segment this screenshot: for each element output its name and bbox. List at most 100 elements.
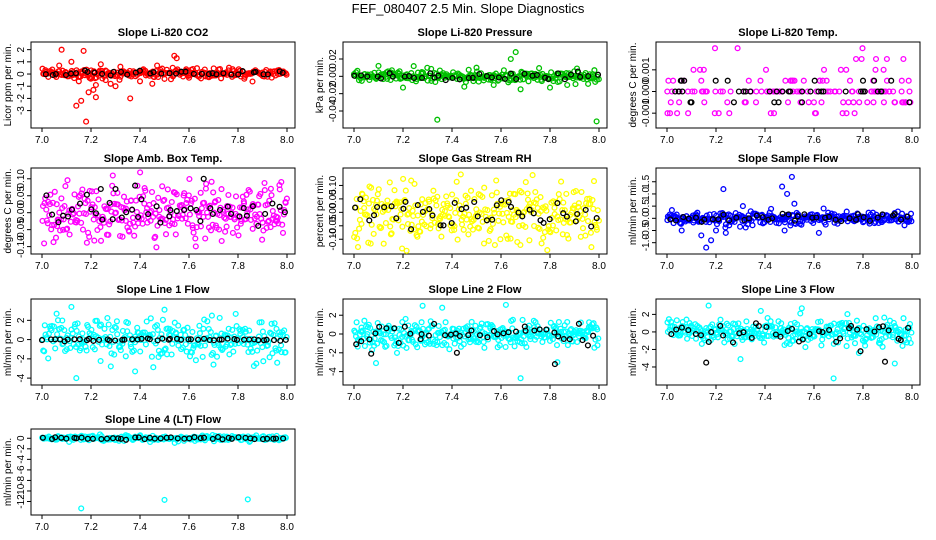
data-point bbox=[502, 343, 509, 351]
data-point bbox=[784, 190, 791, 197]
data-point bbox=[150, 364, 157, 371]
data-point bbox=[553, 342, 561, 349]
data-point bbox=[218, 186, 225, 193]
line-sample-point bbox=[742, 88, 749, 95]
line-sample-point bbox=[166, 213, 173, 220]
line-sample-point bbox=[807, 88, 814, 95]
data-point bbox=[109, 172, 116, 179]
data-point bbox=[870, 99, 877, 106]
line-sample-point bbox=[522, 327, 529, 334]
line-sample-point bbox=[730, 99, 737, 106]
data-point bbox=[215, 196, 222, 204]
data-point bbox=[582, 211, 589, 218]
data-point bbox=[91, 237, 98, 244]
data-point bbox=[45, 355, 52, 362]
data-point bbox=[800, 77, 807, 84]
line-sample-point bbox=[228, 71, 235, 78]
line-sample-point bbox=[141, 436, 148, 443]
line-sample-point bbox=[103, 435, 111, 442]
data-point bbox=[282, 349, 289, 356]
data-point bbox=[717, 316, 724, 323]
data-point bbox=[78, 190, 85, 197]
data-point bbox=[843, 208, 850, 215]
data-point bbox=[80, 47, 87, 54]
data-point bbox=[594, 207, 601, 214]
data-point bbox=[387, 223, 394, 230]
line-sample-point bbox=[400, 205, 407, 212]
y-tick-label: 0 bbox=[16, 435, 27, 441]
line-sample-point bbox=[753, 212, 760, 219]
data-point bbox=[518, 189, 525, 196]
data-point bbox=[593, 226, 600, 233]
line-sample-point bbox=[220, 70, 227, 77]
data-point bbox=[364, 331, 371, 338]
panel-title: Slope Li-820 Pressure bbox=[418, 27, 533, 39]
data-point bbox=[408, 177, 415, 184]
data-point bbox=[247, 345, 254, 352]
data-point bbox=[93, 317, 100, 324]
line-sample-point bbox=[546, 216, 553, 223]
line-sample-point bbox=[92, 210, 100, 217]
data-point bbox=[496, 210, 503, 217]
panel-8: Slope Line 2 Flow ml/min per min. 7.0 7.2 7.… bbox=[315, 284, 608, 403]
line-sample-point bbox=[200, 335, 208, 342]
data-point bbox=[136, 78, 144, 85]
line-sample-point bbox=[572, 218, 579, 225]
x-tick-label: 7.4 bbox=[758, 135, 772, 146]
y-axis-label: Licor ppm per min. bbox=[3, 44, 14, 127]
data-point bbox=[83, 118, 90, 125]
line-sample-point bbox=[260, 337, 267, 344]
line-sample-point bbox=[453, 349, 460, 356]
data-point bbox=[220, 206, 227, 213]
data-point bbox=[752, 99, 760, 106]
data-point bbox=[384, 197, 391, 204]
line-sample-point bbox=[720, 332, 727, 339]
panel-9: Slope Line 3 Flow ml/min per min. 7.0 7.2 7.… bbox=[628, 284, 921, 403]
data-point bbox=[490, 206, 497, 213]
line-sample-point bbox=[255, 337, 262, 344]
panel-title: Slope Line 3 Flow bbox=[742, 284, 835, 296]
y-tick-label: 0.05 bbox=[16, 186, 27, 206]
data-point bbox=[64, 177, 71, 184]
data-point bbox=[461, 83, 468, 90]
line-sample-point bbox=[905, 324, 912, 331]
line-sample-point bbox=[692, 214, 700, 221]
line-sample-point bbox=[263, 336, 270, 343]
data-point bbox=[56, 62, 63, 69]
y-tick-label: 0.10 bbox=[16, 169, 27, 189]
line-sample-point bbox=[811, 77, 818, 84]
data-point bbox=[573, 65, 581, 72]
data-point bbox=[109, 182, 116, 189]
data-point bbox=[711, 110, 718, 117]
x-tick-label: 7.2 bbox=[84, 261, 98, 272]
data-point bbox=[148, 188, 156, 196]
y-tick-label: -4 bbox=[328, 367, 339, 376]
line-sample-point bbox=[187, 336, 195, 343]
line-sample-point bbox=[210, 337, 218, 344]
line-sample-point bbox=[153, 203, 160, 210]
line-sample-point bbox=[358, 72, 365, 79]
data-point bbox=[368, 184, 375, 191]
data-point bbox=[538, 240, 545, 247]
data-point bbox=[150, 200, 157, 207]
line-sample-point bbox=[282, 336, 289, 343]
x-tick-label: 7.6 bbox=[494, 261, 508, 272]
data-point bbox=[726, 110, 733, 117]
line-sample-point bbox=[72, 70, 80, 77]
data-point bbox=[479, 193, 486, 200]
data-point bbox=[759, 332, 767, 339]
y-tick-label: 0.00 bbox=[328, 66, 339, 86]
line-sample-point bbox=[717, 322, 724, 329]
line-sample-point bbox=[740, 88, 747, 95]
panel-grid: Slope Li-820 CO2 Licor ppm per min. 7.0 7.2… bbox=[3, 27, 921, 533]
y-axis-label: ml/min per min. bbox=[3, 308, 14, 376]
data-point bbox=[74, 320, 81, 327]
line-sample-point bbox=[519, 213, 526, 220]
line-sample-point bbox=[555, 333, 562, 340]
data-point bbox=[871, 88, 878, 95]
data-point bbox=[279, 221, 286, 228]
data-point bbox=[154, 326, 161, 333]
data-point bbox=[127, 95, 134, 102]
data-point bbox=[46, 201, 53, 208]
data-point bbox=[276, 329, 283, 336]
